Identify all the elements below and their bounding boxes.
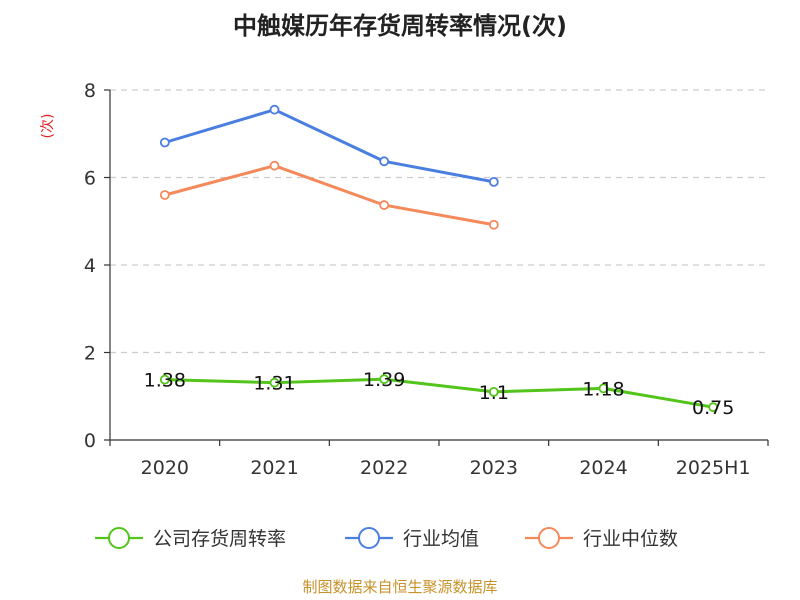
data-point[interactable] xyxy=(598,383,609,394)
y-tick-label: 0 xyxy=(84,430,96,452)
data-point[interactable] xyxy=(159,137,170,148)
data-point[interactable] xyxy=(379,374,390,385)
y-tick-label: 6 xyxy=(84,168,96,190)
data-point[interactable] xyxy=(269,160,280,171)
legend-label: 公司存货周转率 xyxy=(153,528,286,550)
x-tick-label: 2023 xyxy=(470,457,518,479)
legend-marker xyxy=(358,527,380,549)
series-0: 1.38 1.31 1.39 1.1 1.18 0.75 xyxy=(144,369,735,419)
legend-label: 行业中位数 xyxy=(583,528,678,550)
data-point[interactable] xyxy=(379,200,390,210)
legend-marker xyxy=(108,527,130,549)
x-tick-label: 2022 xyxy=(360,457,408,479)
data-label: 1.31 xyxy=(253,373,295,395)
data-label: 1.1 xyxy=(479,382,509,404)
legend: 公司存货周转率 行业均值 行业中位数 xyxy=(95,527,678,550)
data-point[interactable] xyxy=(488,219,499,230)
legend-marker xyxy=(538,527,560,549)
x-tick-label: 2024 xyxy=(579,457,627,479)
legend-item-2[interactable]: 行业中位数 xyxy=(525,527,678,550)
data-label: 0.75 xyxy=(692,397,734,419)
series-2 xyxy=(159,160,499,230)
y-tick-label: 4 xyxy=(84,255,96,277)
data-source-note: 制图数据来自恒生聚源数据库 xyxy=(302,578,497,596)
series-layer: 1.38 1.31 1.39 1.1 1.18 0.75 xyxy=(144,104,735,419)
legend-label: 行业均值 xyxy=(403,528,479,550)
data-label: 1.38 xyxy=(144,370,186,392)
series-line xyxy=(164,377,714,409)
data-point[interactable] xyxy=(488,176,499,187)
series-1 xyxy=(159,104,499,187)
legend-item-1[interactable]: 行业均值 xyxy=(345,527,479,550)
series-line xyxy=(164,164,495,227)
y-axis-unit: (次) xyxy=(40,114,56,139)
y-tick-label: 8 xyxy=(84,80,96,102)
data-point[interactable] xyxy=(159,190,170,200)
x-tick-label: 2020 xyxy=(141,457,189,479)
axes: 0 2 4 6 8 2020 2021 2022 2023 2024 2025H1 xyxy=(84,80,769,479)
chart-title: 中触媒历年存货周转率情况(次) xyxy=(233,12,567,40)
data-label: 1.18 xyxy=(582,378,624,400)
data-point[interactable] xyxy=(269,377,280,388)
x-tick-label: 2021 xyxy=(250,457,298,479)
series-line xyxy=(164,108,495,184)
data-point[interactable] xyxy=(488,386,499,397)
data-point[interactable] xyxy=(708,402,719,413)
data-point[interactable] xyxy=(269,104,280,115)
data-label: 1.39 xyxy=(363,369,405,391)
legend-item-0[interactable]: 公司存货周转率 xyxy=(95,527,286,550)
x-tick-label: 2025H1 xyxy=(676,457,751,479)
data-point[interactable] xyxy=(159,374,170,385)
data-point[interactable] xyxy=(379,156,390,167)
y-tick-label: 2 xyxy=(84,343,96,365)
